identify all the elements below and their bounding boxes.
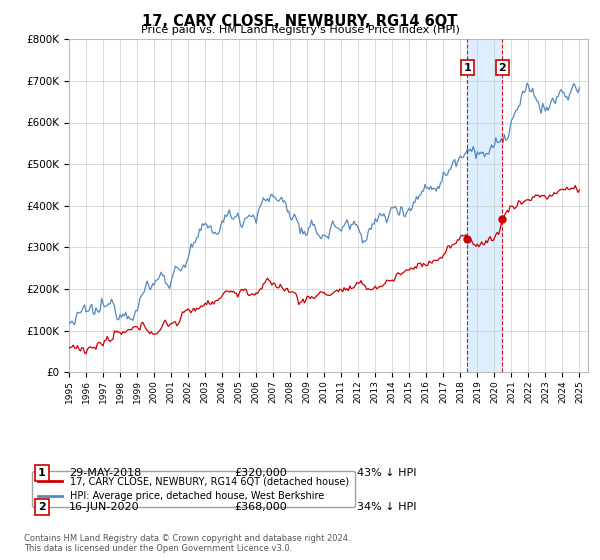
Text: 1: 1	[38, 468, 46, 478]
Text: 16-JUN-2020: 16-JUN-2020	[69, 502, 140, 512]
Text: 43% ↓ HPI: 43% ↓ HPI	[357, 468, 416, 478]
Text: Contains HM Land Registry data © Crown copyright and database right 2024.
This d: Contains HM Land Registry data © Crown c…	[24, 534, 350, 553]
Legend: 17, CARY CLOSE, NEWBURY, RG14 6QT (detached house), HPI: Average price, detached: 17, CARY CLOSE, NEWBURY, RG14 6QT (detac…	[32, 470, 355, 507]
Text: 2: 2	[38, 502, 46, 512]
Text: 29-MAY-2018: 29-MAY-2018	[69, 468, 141, 478]
Text: 2: 2	[499, 63, 506, 73]
Text: 34% ↓ HPI: 34% ↓ HPI	[357, 502, 416, 512]
Text: 17, CARY CLOSE, NEWBURY, RG14 6QT: 17, CARY CLOSE, NEWBURY, RG14 6QT	[142, 14, 458, 29]
Text: £368,000: £368,000	[234, 502, 287, 512]
Text: £320,000: £320,000	[234, 468, 287, 478]
Text: 1: 1	[463, 63, 471, 73]
Text: Price paid vs. HM Land Registry's House Price Index (HPI): Price paid vs. HM Land Registry's House …	[140, 25, 460, 35]
Bar	[467, 39, 502, 372]
